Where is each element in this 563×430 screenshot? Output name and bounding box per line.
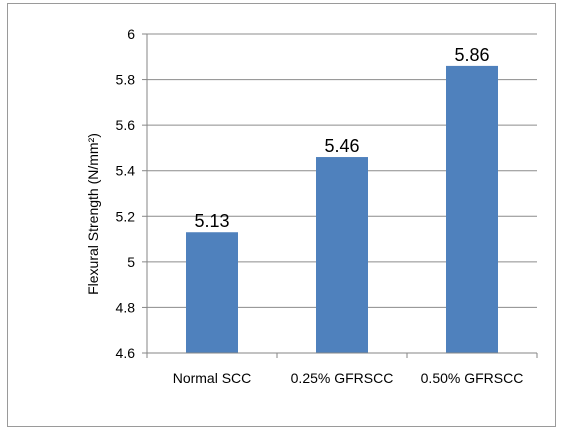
bar [316,157,368,353]
bars [186,65,498,354]
y-axis-title: Flexural Strength (N/mm²) [85,133,101,295]
axes [146,34,537,354]
bar [446,65,498,354]
y-tick-label: 4.8 [116,299,136,315]
x-tick-label: 0.50% GFRSCC [421,370,524,386]
y-tick-label: 4.6 [116,345,136,361]
x-tick-label: Normal SCC [173,370,252,386]
data-labels: 5.13 5.46 5.86 [194,45,489,231]
y-tick-label: 5.8 [116,72,136,88]
data-label: 5.46 [324,136,359,156]
y-tick-label: 5.6 [116,117,136,133]
y-tick-label: 5 [127,254,135,270]
y-tick-label: 5.4 [116,163,136,179]
y-tick-label: 5.2 [116,208,136,224]
bar [186,232,238,353]
data-label: 5.86 [454,45,489,65]
y-tick-labels: 4.6 4.8 5 5.2 5.4 5.6 5.8 6 [116,26,136,361]
data-label: 5.13 [194,211,229,231]
x-tick-labels: Normal SCC 0.25% GFRSCC 0.50% GFRSCC [173,370,524,386]
y-tick-label: 6 [127,26,135,42]
x-tick-label: 0.25% GFRSCC [291,370,394,386]
